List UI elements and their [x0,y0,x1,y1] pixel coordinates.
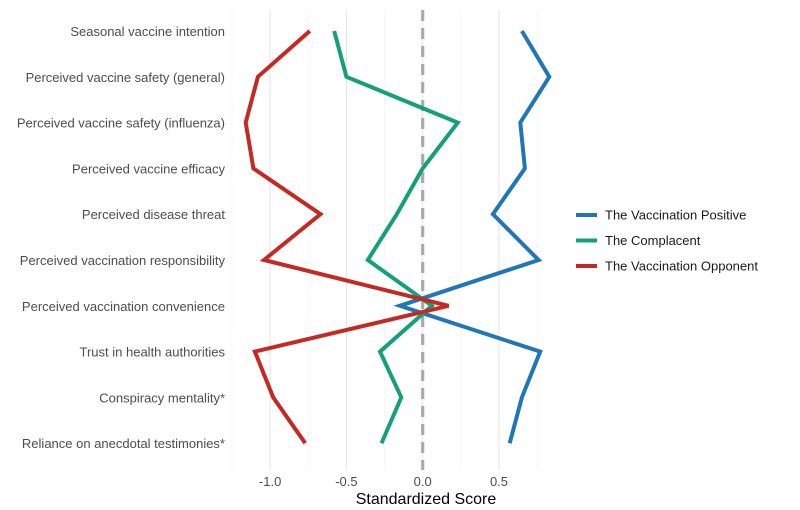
x-tick-label: -1.0 [259,474,281,489]
x-tick-label: 0.0 [414,474,432,489]
y-category-label: Reliance on anecdotal testimonies* [22,436,225,451]
y-category-label: Perceived vaccine efficacy [72,161,225,176]
legend-label: The Vaccination Positive [605,208,746,223]
legend-label: The Vaccination Opponent [605,259,758,274]
y-category-label: Conspiracy mentality* [99,390,225,405]
legend-label: The Complacent [605,233,701,248]
series-line [393,29,552,444]
x-tick-label: -0.5 [335,474,357,489]
y-category-label: Perceived disease threat [82,207,225,222]
legend: The Vaccination Positive The Complacent Th… [576,208,758,274]
y-category-label: Perceived vaccine safety (general) [26,70,225,85]
series-line [332,30,461,444]
x-axis: -1.0 -0.5 0.0 0.5 [259,474,508,489]
series-lines [243,29,552,445]
grid [231,10,538,470]
y-category-label: Perceived vaccine safety (influenza) [17,116,225,131]
y-category-label: Perceived vaccination convenience [22,299,225,314]
x-tick-label: 0.5 [490,474,508,489]
y-axis-labels: Seasonal vaccine intention Perceived vacc… [17,24,226,451]
series-line [243,29,450,445]
y-category-label: Seasonal vaccine intention [70,24,225,39]
x-axis-title: Standardized Score [356,491,497,508]
y-category-label: Perceived vaccination responsibility [20,253,226,268]
y-category-label: Trust in health authorities [80,345,226,360]
